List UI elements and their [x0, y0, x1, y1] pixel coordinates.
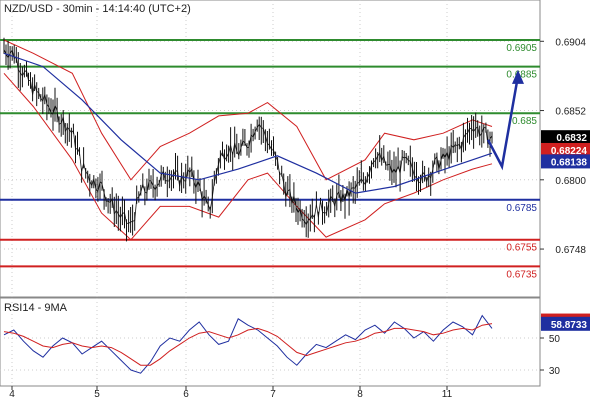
rsi-title: RSI14 - 9MA: [4, 302, 68, 314]
price-tag-bg: [541, 154, 590, 169]
y-tick-label: 0.6748: [555, 245, 586, 256]
price-tag-bg: [541, 130, 590, 145]
rsi-y-tick-label: 30: [549, 366, 561, 377]
rsi-tag-label: 58.8733: [551, 320, 588, 331]
ma-line: [3, 52, 493, 194]
rsi-series-line: [3, 314, 493, 374]
bb-upper: [3, 39, 493, 181]
support-resistance-levels: 0.6905 0.6885 0.685 0.6785 0.6755 0.6735: [0, 38, 540, 280]
x-tick-label: 4: [9, 389, 15, 400]
rsi-y-tick-label: 50: [549, 334, 561, 345]
projection-arrow: [486, 69, 524, 171]
price-tag-bg: [541, 142, 590, 157]
level-label: 0.6735: [506, 269, 537, 280]
level-label: 0.6885: [506, 70, 537, 81]
level-label: 0.6785: [506, 203, 537, 214]
rsi-lines: [3, 314, 493, 374]
level-label: 0.6755: [506, 243, 537, 254]
rsi-series-line: [3, 323, 493, 366]
price-axis: 0.6904 0.6852 0.6800 0.6748: [540, 37, 586, 256]
x-tick-label: 8: [357, 389, 363, 400]
chart-title: NZD/USD - 30min - 14:14:40 (UTC+2): [4, 3, 191, 15]
y-tick-label: 0.6852: [555, 107, 586, 118]
rsi-axis: 50 30: [540, 334, 560, 377]
x-tick-label: 5: [94, 389, 100, 400]
moving-average: [3, 52, 493, 194]
level-label: 0.6905: [506, 43, 537, 54]
rsi-panel: RSI14 - 9MA 50 30 60.908558.8733: [0, 297, 590, 387]
rsi-panel-frame: [0, 297, 541, 387]
y-tick-label: 0.6904: [555, 37, 586, 48]
price-panel: 0.6905 0.6885 0.685 0.6785 0.6755 0.6735 NZD/…: [0, 0, 590, 298]
level-label: 0.685: [512, 116, 537, 127]
x-tick-label: 7: [270, 389, 276, 400]
rsi-tag-bg: [541, 316, 590, 331]
rsi-tags: 60.908558.8733: [541, 313, 590, 331]
projection-line: [486, 75, 520, 171]
x-tick-label: 11: [442, 389, 453, 400]
price-tag-label: 0.6832: [556, 133, 587, 144]
price-tag-label: 0.68138: [551, 157, 588, 168]
price-panel-frame: [0, 0, 541, 298]
y-tick-label: 0.6800: [555, 176, 586, 187]
price-tag-label: 0.68224: [551, 146, 588, 157]
price-line: [3, 49, 493, 226]
time-axis: 4 5 6 7 8 11: [9, 386, 453, 400]
projection-arrowhead: [512, 69, 524, 84]
x-tick-label: 6: [183, 389, 189, 400]
